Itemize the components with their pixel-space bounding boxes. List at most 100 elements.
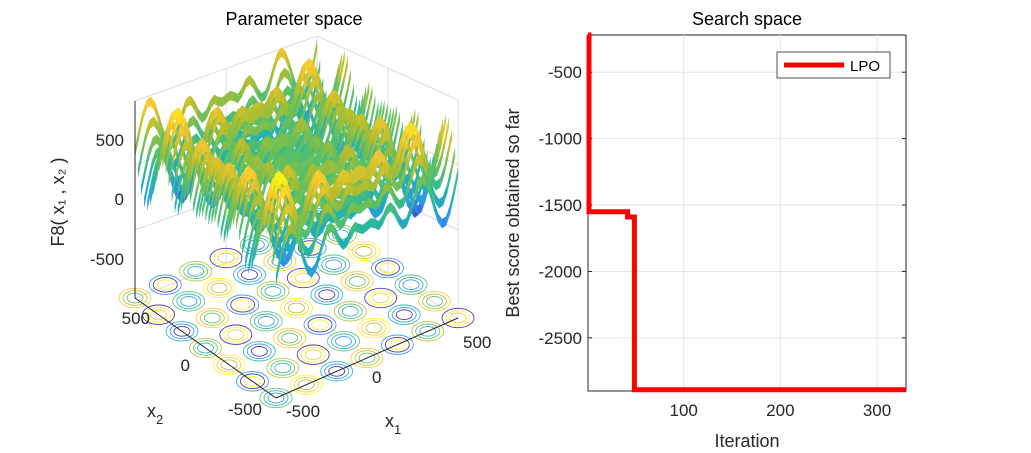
contour-ring [202, 277, 236, 299]
surface-facet [444, 118, 449, 148]
z-tick-label: -500 [90, 250, 124, 269]
surface-facet [285, 50, 290, 71]
surface-facet [378, 214, 383, 231]
x-tick-label: -500 [286, 402, 320, 421]
contour-ring [189, 337, 222, 359]
contour-ring [256, 281, 290, 302]
surface-facet [194, 100, 199, 119]
contour-ring [246, 343, 272, 360]
surface-facet [307, 264, 312, 278]
surface-facet [186, 95, 191, 108]
contour-ring [348, 275, 366, 287]
contour-ring [294, 272, 312, 284]
surface-facet [445, 204, 451, 226]
surface-facet [331, 222, 336, 238]
surface-axes [134, 101, 459, 399]
surface-facet [257, 87, 262, 103]
contour-ring [286, 267, 320, 289]
surface-facet [399, 197, 404, 210]
surface-facet [193, 115, 198, 131]
surface-facet [368, 86, 373, 116]
y-tick-label: -500 [548, 63, 582, 82]
surface-facet [284, 67, 289, 81]
surface-facet [150, 96, 155, 112]
contour-ring [391, 306, 417, 323]
y-axis-line [134, 297, 277, 399]
contour-ring [206, 280, 232, 296]
surface-facet [438, 119, 443, 149]
surface-facet [370, 218, 376, 229]
contour-ring [227, 329, 245, 341]
surface-facet [395, 112, 400, 142]
contour-ring [344, 273, 370, 290]
contour-ring [259, 387, 293, 409]
contour-ring [281, 332, 299, 344]
surface-facet [280, 67, 285, 83]
legend: LPO [776, 51, 891, 79]
contour-ring [234, 299, 252, 311]
contour-ring [398, 276, 424, 293]
contour-ring [197, 342, 214, 354]
contour-ring [395, 309, 413, 321]
surface-facet [398, 214, 403, 230]
contour-ring [156, 279, 174, 291]
surface-facet [438, 213, 443, 229]
contour-ring [358, 352, 376, 364]
contour-ring [277, 330, 303, 346]
contour-ring [361, 320, 387, 336]
convergence-y-axis-label: Best score obtained so far [503, 108, 523, 317]
contour-ring [150, 309, 167, 321]
surface-facet [361, 86, 367, 116]
surface-facet [371, 96, 376, 126]
contour-ring [445, 310, 471, 326]
contour-ring [146, 306, 171, 323]
surface-facet [260, 107, 265, 118]
surface-facet [250, 138, 256, 151]
surface-facet [146, 96, 151, 109]
surface-facet [343, 57, 348, 86]
surface-x-axis-label: x1 [385, 411, 401, 437]
contour-ring [193, 340, 218, 356]
contour-ring [263, 390, 289, 406]
y-tick-label: 0 [181, 356, 190, 375]
contour-ring [203, 312, 221, 324]
contour-ring [264, 285, 282, 297]
surface-facet [337, 54, 342, 84]
surface-facet [361, 168, 366, 179]
contour-ring [297, 379, 315, 391]
contour-ring [321, 256, 347, 273]
surface-facet [340, 51, 345, 81]
contour-ring [418, 291, 451, 312]
surface-facet [371, 198, 376, 211]
contour-ring [284, 300, 309, 316]
surface-facet [217, 96, 223, 107]
contour-ring [380, 334, 414, 355]
contour-ring [340, 271, 374, 292]
contour-ring [328, 365, 346, 377]
surface-facet [351, 201, 357, 214]
surface-facet [450, 147, 456, 177]
surface-facet [305, 224, 310, 240]
surface-facet [447, 130, 453, 159]
contour-ring [296, 344, 330, 365]
contour-ring [293, 376, 319, 393]
contour-ring [217, 252, 235, 264]
contour-ring [270, 360, 296, 376]
surface-facet [435, 178, 441, 191]
surface-facet [439, 167, 445, 188]
contour-ring [179, 261, 213, 282]
contour-ring [355, 245, 373, 257]
contour-ring [372, 292, 390, 304]
surface-facet [213, 94, 219, 107]
contour-ring [351, 243, 377, 260]
convergence-x-axis-label: Iteration [714, 431, 779, 451]
contour-ring [180, 295, 198, 307]
surface-facet [233, 91, 239, 104]
contour-ring [249, 311, 283, 332]
contour-ring [226, 294, 260, 315]
contour-ring [411, 321, 445, 342]
surface-facet [241, 78, 246, 98]
contour-ring [244, 375, 261, 387]
contour-ring [152, 276, 178, 293]
